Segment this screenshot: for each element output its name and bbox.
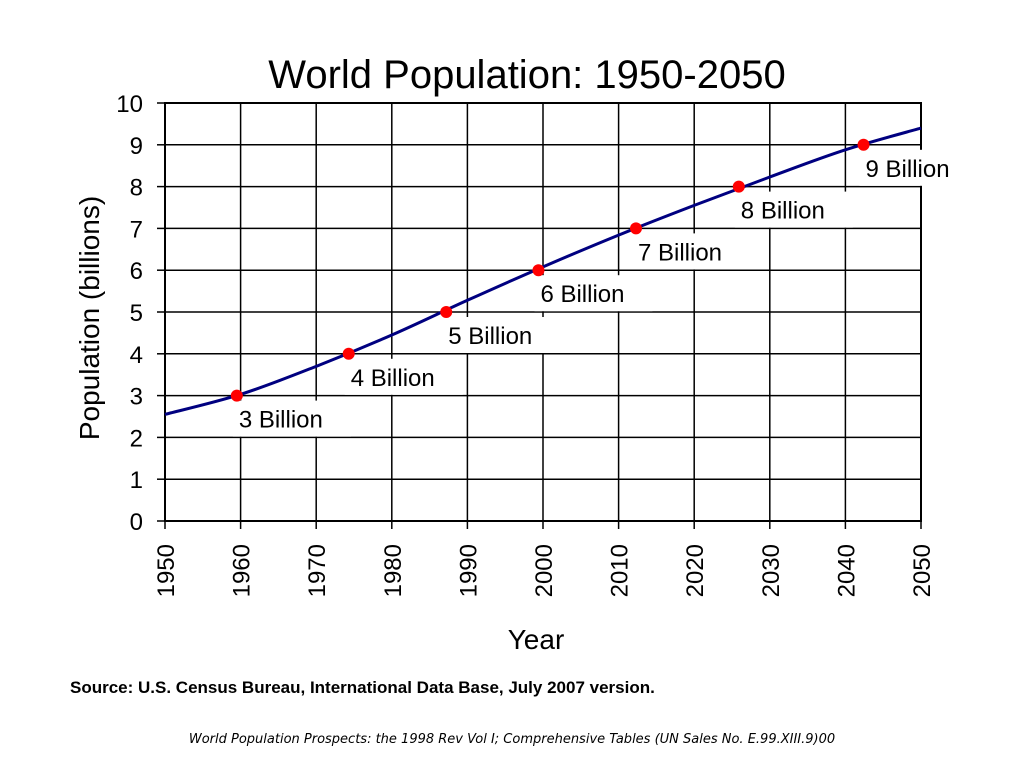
- y-tick-label: 4: [130, 342, 143, 369]
- x-axis-label: Year: [508, 624, 565, 655]
- milestone-marker: [732, 180, 745, 193]
- milestone-marker: [857, 138, 870, 151]
- plot-frame: [164, 102, 922, 522]
- milestone-label: 6 Billion: [540, 281, 624, 308]
- x-tick-label: 2040: [833, 544, 860, 597]
- milestone-marker: [532, 264, 545, 277]
- milestone-labels: 3 Billion 4 Billion 5 Billion 6 Billion 7 Bi…: [232, 149, 978, 437]
- y-tick-label: 5: [130, 300, 143, 327]
- population-chart: World Population: 1950-2050 0 1 2 3 4 5 6 7 8 9 10…: [74, 53, 978, 655]
- milestone-label: 3 Billion: [239, 407, 323, 434]
- milestone-markers: [230, 138, 870, 402]
- y-tick-label: 1: [130, 467, 143, 494]
- milestone-marker: [230, 389, 243, 402]
- x-tick-label: 2020: [682, 544, 709, 597]
- y-tick-label: 3: [130, 384, 143, 411]
- y-tick-label: 7: [130, 216, 143, 243]
- milestone-label: 8 Billion: [741, 198, 825, 225]
- x-tick-label: 1960: [229, 544, 256, 597]
- x-tick-label: 1950: [153, 544, 180, 597]
- y-tick-label: 10: [116, 91, 143, 118]
- x-tick-label: 2000: [531, 544, 558, 597]
- milestone-marker: [440, 306, 453, 318]
- x-tick-label: 2030: [758, 544, 785, 597]
- y-tick-label: 8: [130, 175, 143, 202]
- y-tick-label: 0: [130, 509, 143, 536]
- x-tick-label: 1970: [304, 544, 331, 597]
- y-tick-label: 6: [130, 258, 143, 285]
- x-tick-label: 1980: [380, 544, 407, 597]
- milestone-label: 9 Billion: [866, 156, 950, 183]
- footnote: World Population Prospects: the 1998 Rev…: [188, 732, 836, 747]
- chart-title: World Population: 1950-2050: [268, 53, 785, 97]
- y-tick-label: 9: [130, 133, 143, 160]
- x-tick-label: 2050: [909, 544, 936, 597]
- milestone-label: 4 Billion: [351, 365, 435, 392]
- milestone-marker: [342, 347, 355, 360]
- milestone-label: 7 Billion: [638, 239, 722, 266]
- milestone-label: 5 Billion: [448, 323, 532, 350]
- tick-labels: 0 1 2 3 4 5 6 7 8 9 10 1950 1960 1970 1980 1990 2000 2010…: [116, 91, 936, 597]
- milestone-label-backing: [734, 191, 853, 228]
- x-tick-label: 1990: [455, 544, 482, 597]
- milestone-label-backing: [344, 358, 463, 395]
- milestone-label-backing: [534, 275, 653, 312]
- milestone-label-backing: [232, 400, 351, 437]
- source-note: Source: U.S. Census Bureau, Internationa…: [70, 678, 655, 697]
- grid: [157, 102, 922, 529]
- y-axis-label: Population (billions): [74, 196, 105, 440]
- milestone-label-backing: [631, 233, 750, 270]
- milestone-label-backing: [442, 317, 561, 353]
- y-tick-label: 2: [130, 425, 143, 452]
- milestone-label-backing: [859, 149, 978, 186]
- milestone-marker: [629, 222, 642, 235]
- x-tick-label: 2010: [607, 544, 634, 597]
